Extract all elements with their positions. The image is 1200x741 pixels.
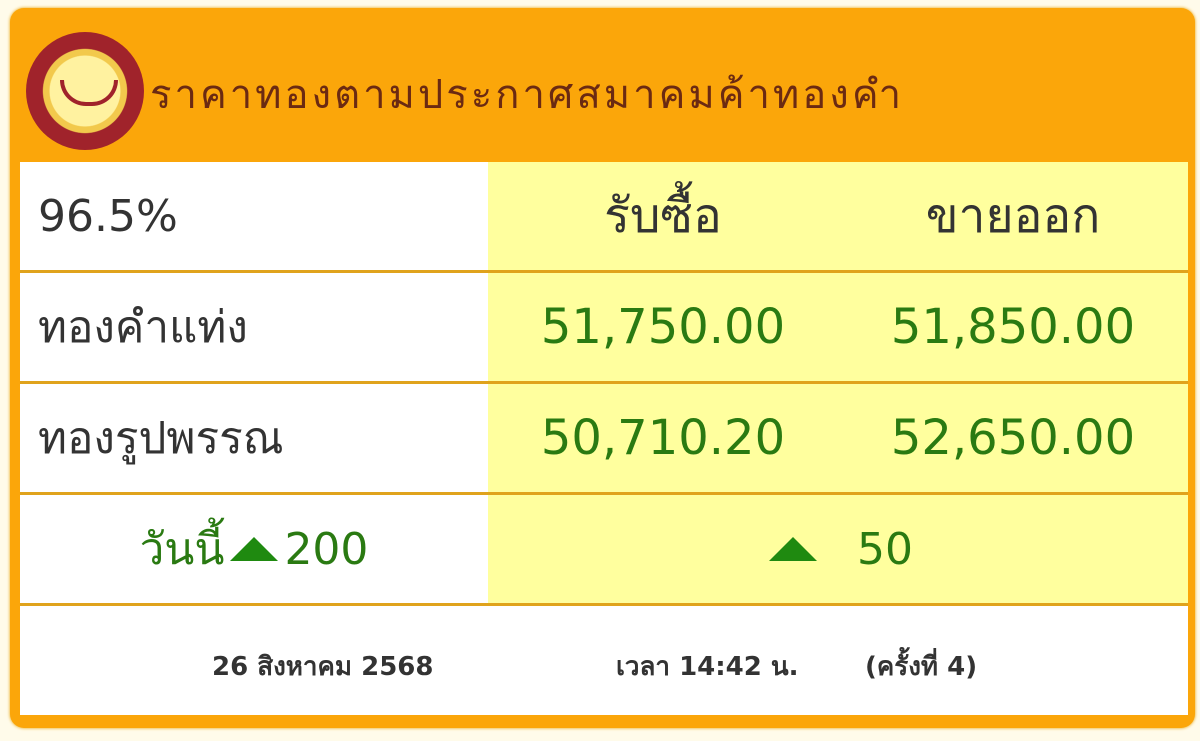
table-row: ทองคำแท่ง 51,750.00 51,850.00 (20, 273, 1188, 384)
gold-bar-sell-price: 51,850.00 (890, 299, 1136, 355)
gold-price-panel: ราคาทองตามประกาศสมาคมค้าทองคำ 96.5% รับซ… (10, 8, 1195, 728)
update-round: (ครั้งที่ 4) (865, 652, 978, 682)
change-row: วันนี้ 200 50 (20, 495, 1188, 606)
update-footer: 26 สิงหาคม 2568 เวลา 14:42 น. (ครั้งที่ … (20, 606, 1188, 715)
up-arrow-icon (230, 537, 279, 561)
up-arrow-icon (769, 537, 817, 561)
sell-column-header: ขายออก (925, 188, 1101, 244)
purity-label: 96.5% (38, 190, 178, 242)
panel-header: ราคาทองตามประกาศสมาคมค้าทองคำ (10, 8, 1195, 162)
gold-ornament-label: ทองรูปพรรณ (38, 413, 284, 464)
change-value: 50 (857, 523, 913, 575)
gold-bar-label: ทองคำแท่ง (38, 302, 248, 353)
price-table: 96.5% รับซื้อ ขายออก ทองคำแท่ง 51,750.00… (20, 162, 1188, 715)
header-row: 96.5% รับซื้อ ขายออก (20, 162, 1188, 273)
association-logo (26, 32, 144, 150)
gold-ornament-sell-price: 52,650.00 (890, 410, 1136, 466)
gold-ornament-buy-price: 50,710.20 (540, 410, 786, 466)
update-time: เวลา 14:42 น. (616, 652, 799, 682)
buy-column-header: รับซื้อ (604, 188, 722, 244)
today-change-value: 200 (284, 523, 369, 575)
today-label: วันนี้ (139, 524, 225, 575)
update-date: 26 สิงหาคม 2568 (212, 652, 434, 682)
gold-bar-buy-price: 51,750.00 (540, 299, 786, 355)
panel-title: ราคาทองตามประกาศสมาคมค้าทองคำ (150, 72, 905, 118)
table-row: ทองรูปพรรณ 50,710.20 52,650.00 (20, 384, 1188, 495)
